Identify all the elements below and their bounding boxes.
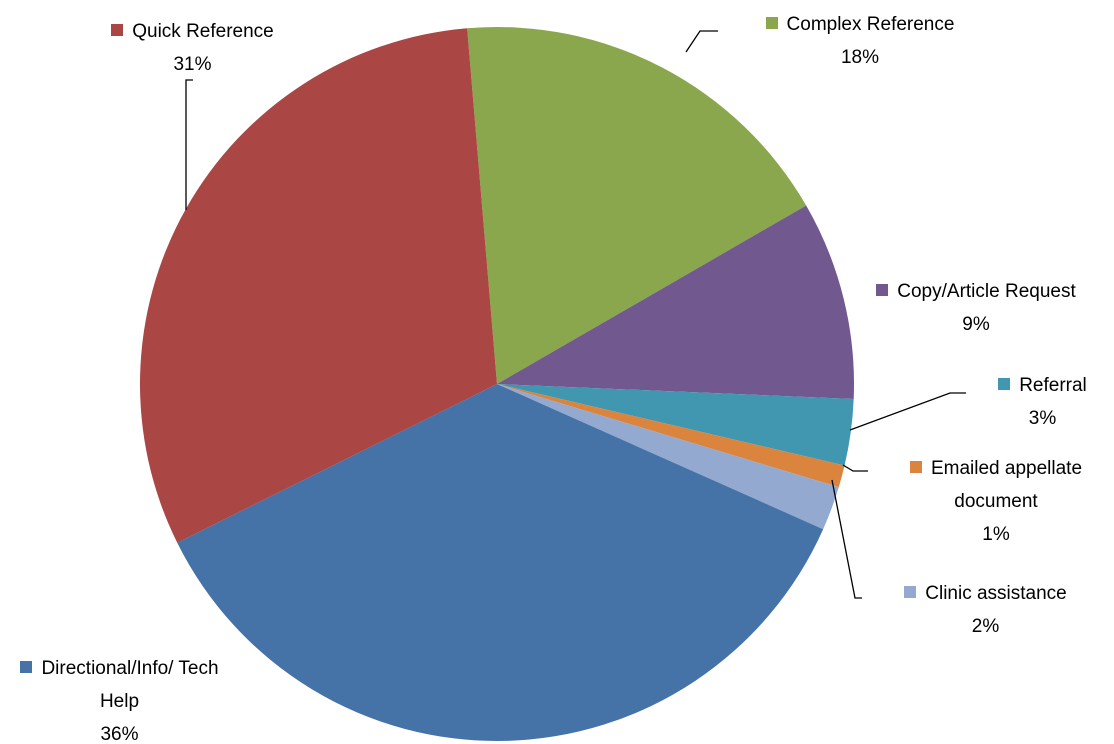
legend-entry: Referral xyxy=(975,369,1110,402)
leader-line xyxy=(831,479,862,599)
legend-entry: Clinic assistance xyxy=(868,577,1103,610)
category-label: Copy/Article Request xyxy=(897,281,1076,302)
legend-entry: Emailed appellate document xyxy=(880,452,1112,518)
value-label: 9% xyxy=(962,314,990,335)
data-label: Clinic assistance 2% xyxy=(868,577,1103,643)
pie-slice xyxy=(497,384,839,530)
data-label: Copy/Article Request 9% xyxy=(840,275,1112,341)
legend-entry: Quick Reference xyxy=(75,15,310,48)
legend-swatch xyxy=(876,284,889,296)
category-label: Complex Reference xyxy=(786,14,955,35)
category-label: Quick Reference xyxy=(132,21,274,42)
leader-line xyxy=(685,30,718,53)
data-label: Referral 3% xyxy=(975,369,1110,435)
legend-swatch xyxy=(111,24,124,36)
value-label: 36% xyxy=(100,724,139,744)
data-label: Emailed appellate document 1% xyxy=(880,452,1112,551)
pie-slice xyxy=(467,26,807,384)
leader-line xyxy=(849,392,966,431)
leader-line xyxy=(185,79,193,210)
value-label: 18% xyxy=(840,47,880,68)
category-label: Referral xyxy=(1019,375,1087,396)
data-label: Directional/Info/ Tech Help 36% xyxy=(12,652,227,744)
category-label: Clinic assistance xyxy=(925,583,1067,604)
value-label: 3% xyxy=(1028,408,1057,429)
data-label: Complex Reference 18% xyxy=(730,8,990,74)
legend-swatch xyxy=(909,461,922,473)
legend-swatch xyxy=(998,378,1011,390)
category-label: Directional/Info/ Tech Help xyxy=(41,658,219,712)
leader-line xyxy=(842,464,868,472)
data-label: Quick Reference 31% xyxy=(75,15,310,81)
value-label: 1% xyxy=(982,524,1010,545)
legend-swatch xyxy=(765,17,778,29)
pie-slice xyxy=(497,384,854,466)
pie-slice xyxy=(497,384,845,488)
value-label: 31% xyxy=(173,54,212,75)
legend-entry: Complex Reference xyxy=(730,8,990,41)
pie-slice xyxy=(139,28,497,543)
pie-slice xyxy=(497,205,854,399)
pie-slice xyxy=(177,384,824,741)
legend-swatch xyxy=(904,586,917,598)
legend-entry: Directional/Info/ Tech Help xyxy=(12,652,227,718)
legend-entry: Copy/Article Request xyxy=(840,275,1112,308)
value-label: 2% xyxy=(971,616,1000,637)
category-label: Emailed appellate document xyxy=(930,458,1083,512)
legend-swatch xyxy=(20,661,33,673)
